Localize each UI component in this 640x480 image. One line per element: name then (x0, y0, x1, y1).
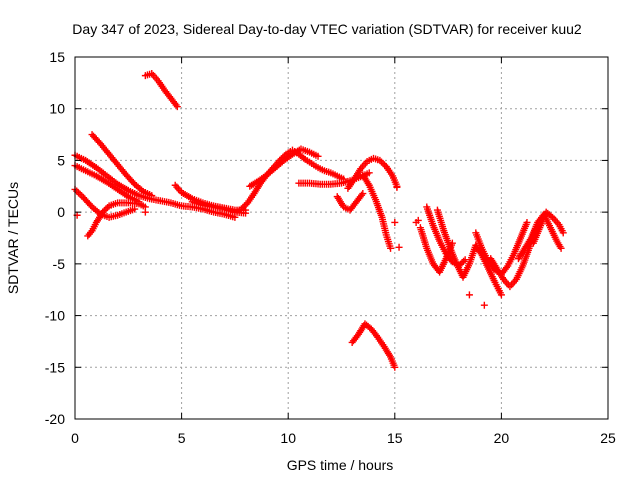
data-point (414, 216, 422, 224)
data-point (557, 244, 565, 252)
y-tick-label: 0 (57, 204, 65, 220)
data-point (379, 160, 387, 168)
data-point (460, 257, 468, 265)
y-tick-label: -10 (45, 308, 65, 324)
plot-frame (74, 56, 609, 420)
data-point (395, 243, 403, 251)
data-point (365, 169, 373, 177)
data-point (314, 152, 322, 160)
y-tick-label: -20 (45, 411, 65, 427)
x-tick-label: 10 (280, 430, 296, 446)
data-point (387, 244, 395, 252)
data-point (480, 301, 488, 309)
data-point (100, 207, 108, 215)
data-point (376, 156, 384, 164)
axis-ticks: 0 5 10 15 20 25 15 10 5 0 -5 -10 -15 -20 (45, 49, 616, 446)
data-point (104, 203, 112, 211)
x-tick-label: 0 (71, 430, 79, 446)
data-point (240, 202, 248, 210)
y-tick-label: 5 (57, 152, 65, 168)
y-tick-label: 10 (49, 101, 65, 117)
data-point (102, 205, 110, 213)
data-point (547, 212, 555, 220)
x-tick-label: 20 (494, 430, 510, 446)
data-point (393, 183, 401, 191)
x-tick-label: 25 (600, 430, 616, 446)
data-point (391, 363, 399, 371)
data-point (242, 209, 250, 217)
y-tick-label: -15 (45, 359, 65, 375)
data-points (71, 70, 567, 371)
data-point (465, 291, 473, 299)
data-point (300, 154, 308, 162)
x-axis-label: GPS time / hours (287, 457, 394, 473)
x-tick-label: 5 (178, 430, 186, 446)
data-point (99, 208, 107, 216)
data-point (559, 229, 567, 237)
grid (75, 57, 608, 419)
data-point (359, 190, 367, 198)
data-point (141, 208, 149, 216)
data-point (497, 291, 505, 299)
data-point (458, 259, 466, 267)
data-point (523, 218, 531, 226)
x-tick-label: 15 (387, 430, 403, 446)
y-tick-label: -5 (53, 256, 66, 272)
data-point (391, 218, 399, 226)
data-point (239, 203, 247, 211)
data-point (173, 103, 181, 111)
data-point (448, 239, 456, 247)
data-point (237, 205, 245, 213)
data-point (148, 192, 156, 200)
data-point (377, 158, 385, 166)
y-tick-label: 15 (49, 49, 65, 65)
chart-title: Day 347 of 2023, Sidereal Day-to-day VTE… (72, 21, 582, 37)
y-axis-label: SDTVAR / TECUs (5, 182, 21, 294)
